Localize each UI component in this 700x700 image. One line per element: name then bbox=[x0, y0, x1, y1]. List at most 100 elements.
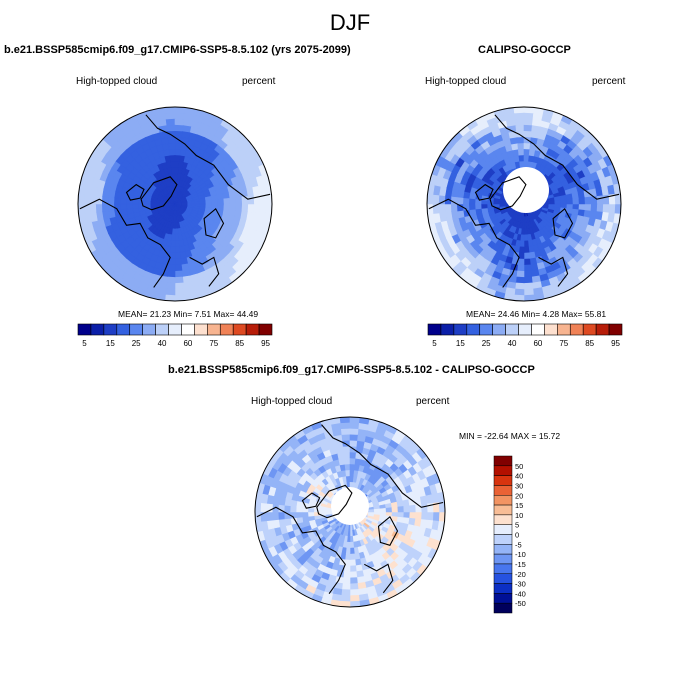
field-cell bbox=[174, 118, 185, 126]
field-cell bbox=[523, 282, 534, 290]
field-cell bbox=[523, 143, 531, 151]
field-cell bbox=[396, 511, 404, 518]
colorbar-2: 5 15 25 40 60 75 85 95 bbox=[427, 323, 623, 348]
field-cell bbox=[523, 124, 533, 132]
field-cell bbox=[349, 529, 353, 537]
field-cell bbox=[349, 535, 354, 543]
field-cell bbox=[240, 196, 249, 205]
colorbar-swatch bbox=[557, 323, 571, 336]
field-cell bbox=[514, 112, 525, 120]
field-cell bbox=[272, 511, 280, 521]
field-cell bbox=[164, 107, 176, 114]
field-cell bbox=[401, 499, 410, 507]
colorbar-tick-label: 75 bbox=[559, 339, 568, 348]
colorbar-swatch bbox=[493, 534, 513, 545]
field-cell bbox=[349, 588, 360, 596]
field-cell bbox=[78, 193, 85, 205]
field-cell bbox=[513, 294, 525, 301]
field-cell bbox=[426, 511, 434, 522]
colorbar-swatch bbox=[155, 323, 169, 336]
colorbar-tick-label: -40 bbox=[515, 589, 526, 598]
field-cell bbox=[571, 203, 579, 211]
field-cell bbox=[260, 502, 268, 513]
field-cell bbox=[432, 511, 440, 522]
coastline bbox=[489, 176, 527, 211]
field-cell bbox=[344, 464, 351, 472]
field-cell bbox=[167, 263, 176, 272]
map-border bbox=[77, 106, 273, 302]
field-cell bbox=[165, 112, 176, 120]
field-cell bbox=[174, 143, 182, 151]
missing-data-region bbox=[503, 167, 549, 213]
colorbar-swatch bbox=[505, 323, 519, 336]
field-cell bbox=[165, 282, 176, 290]
field-cell bbox=[174, 288, 185, 296]
panel-1-stats: MEAN= 21.23 Min= 7.51 Max= 44.49 bbox=[118, 309, 259, 319]
field-cell bbox=[396, 506, 404, 513]
coastline bbox=[316, 484, 353, 519]
field-cell bbox=[186, 201, 194, 205]
field-cell bbox=[583, 203, 592, 212]
field-cell bbox=[589, 203, 598, 212]
coastline bbox=[301, 492, 321, 509]
colorbar-1: 5 15 25 40 60 75 85 95 bbox=[77, 323, 273, 348]
field-cell bbox=[577, 203, 585, 211]
coastline bbox=[377, 515, 399, 546]
field-cell bbox=[523, 149, 531, 157]
field-cell bbox=[342, 570, 351, 578]
field-cell bbox=[290, 505, 298, 513]
field-cell bbox=[414, 504, 422, 513]
colorbar-swatch bbox=[608, 323, 623, 336]
colorbar-swatch bbox=[493, 455, 513, 467]
field-cell bbox=[101, 203, 110, 212]
colorbar-tick-label: 75 bbox=[209, 339, 218, 348]
field-cell bbox=[553, 199, 561, 205]
colorbar-swatch bbox=[245, 323, 260, 336]
field-cell bbox=[379, 507, 386, 513]
colorbar-swatch bbox=[493, 544, 513, 555]
field-cell bbox=[166, 276, 176, 284]
colorbar-tick-label: -10 bbox=[515, 550, 526, 559]
field-cell bbox=[523, 257, 531, 265]
field-cell bbox=[349, 564, 357, 572]
field-cell bbox=[240, 203, 249, 212]
field-cell bbox=[456, 196, 465, 205]
coastline bbox=[189, 256, 220, 287]
colorbar-swatch bbox=[582, 323, 597, 336]
field-cell bbox=[308, 511, 315, 517]
field-cell bbox=[559, 199, 567, 205]
field-cell bbox=[204, 199, 212, 205]
field-cell bbox=[340, 588, 351, 596]
colorbar-swatch bbox=[493, 583, 513, 594]
field-cell bbox=[296, 516, 304, 524]
field-cell bbox=[174, 282, 185, 290]
colorbar-tick-label: -20 bbox=[515, 570, 526, 579]
field-cell bbox=[523, 251, 531, 259]
colorbar-swatch bbox=[531, 323, 545, 336]
field-cell bbox=[596, 203, 604, 213]
field-cell bbox=[198, 200, 206, 205]
colorbar-swatch bbox=[544, 323, 558, 336]
field-cell bbox=[338, 458, 346, 466]
field-cell bbox=[150, 203, 158, 207]
field-cell bbox=[120, 203, 128, 211]
colorbar-swatch bbox=[569, 323, 584, 336]
field-cell bbox=[167, 136, 176, 145]
colorbar-tick-label: -30 bbox=[515, 580, 526, 589]
colorbar-swatch bbox=[466, 323, 481, 336]
field-cell bbox=[95, 203, 103, 213]
field-cell bbox=[523, 276, 533, 284]
field-cell bbox=[349, 422, 360, 430]
figure-title: DJF bbox=[329, 10, 371, 35]
field-cell bbox=[349, 541, 355, 548]
colorbar-tick-label: -5 bbox=[515, 540, 522, 549]
field-cell bbox=[571, 192, 579, 200]
colorbar-swatch bbox=[194, 323, 208, 336]
panel-1-variable-label: High-topped cloud bbox=[76, 76, 158, 87]
colorbar-swatch bbox=[479, 323, 493, 336]
field-cell bbox=[523, 239, 529, 247]
field-cell bbox=[516, 269, 525, 278]
field-cell bbox=[247, 195, 255, 205]
field-cell bbox=[228, 197, 236, 205]
colorbar-swatch bbox=[595, 323, 610, 336]
